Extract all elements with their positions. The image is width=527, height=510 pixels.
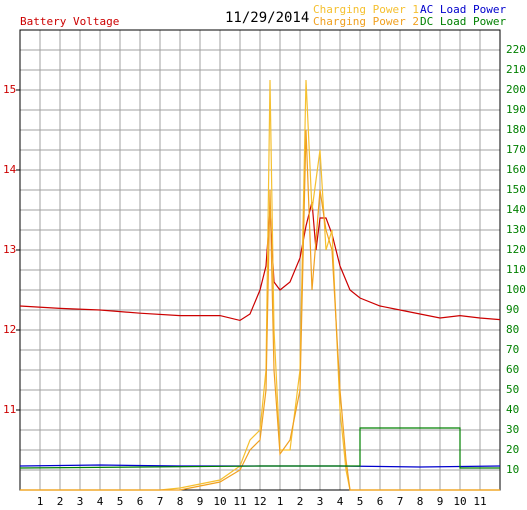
y2-tick-label: 150: [506, 183, 526, 196]
y2-tick-label: 210: [506, 63, 526, 76]
x-tick-label: 4: [337, 495, 344, 508]
x-tick-label: 1: [277, 495, 284, 508]
legend-entry: Charging Power 1: [313, 3, 419, 16]
series-line: [20, 129, 500, 491]
x-tick-label: 5: [357, 495, 364, 508]
y2-tick-label: 30: [506, 423, 519, 436]
x-tick-label: 8: [177, 495, 184, 508]
x-tick-label: 2: [297, 495, 304, 508]
y-axis-label: Battery Voltage: [20, 15, 119, 28]
x-tick-label: 8: [417, 495, 424, 508]
y-tick-label: 15: [3, 83, 16, 96]
x-tick-label: 12: [253, 495, 266, 508]
y2-tick-label: 80: [506, 323, 519, 336]
x-tick-label: 5: [117, 495, 124, 508]
x-tick-label: 9: [437, 495, 444, 508]
y2-tick-label: 180: [506, 123, 526, 136]
y2-tick-label: 100: [506, 283, 526, 296]
x-tick-label: 11: [233, 495, 246, 508]
x-tick-label: 6: [137, 495, 144, 508]
y2-tick-label: 140: [506, 203, 526, 216]
y2-tick-label: 120: [506, 243, 526, 256]
y-tick-label: 13: [3, 243, 16, 256]
y2-tick-label: 130: [506, 223, 526, 236]
y2-tick-label: 10: [506, 463, 519, 476]
x-tick-label: 1: [37, 495, 44, 508]
y2-tick-label: 70: [506, 343, 519, 356]
y2-tick-label: 170: [506, 143, 526, 156]
y2-tick-label: 110: [506, 263, 526, 276]
legend-entry: Charging Power 2: [313, 15, 419, 28]
y2-tick-label: 220: [506, 43, 526, 56]
x-tick-label: 4: [97, 495, 104, 508]
y-tick-label: 11: [3, 403, 16, 416]
x-tick-label: 10: [213, 495, 226, 508]
y2-tick-label: 40: [506, 403, 519, 416]
y2-tick-label: 90: [506, 303, 519, 316]
x-tick-label: 3: [77, 495, 84, 508]
y-tick-label: 12: [3, 323, 16, 336]
x-tick-label: 2: [57, 495, 64, 508]
x-tick-label: 7: [397, 495, 404, 508]
y-tick-label: 14: [3, 163, 17, 176]
y2-tick-label: 20: [506, 443, 519, 456]
y2-tick-label: 50: [506, 383, 519, 396]
series-line: [19, 427, 500, 469]
y2-tick-label: 200: [506, 83, 526, 96]
y2-tick-label: 190: [506, 103, 526, 116]
legend-entry: AC Load Power: [420, 3, 506, 16]
plot-border: [19, 29, 501, 491]
x-tick-label: 9: [197, 495, 204, 508]
x-tick-label: 11: [473, 495, 486, 508]
y2-tick-label: 160: [506, 163, 526, 176]
x-tick-label: 6: [377, 495, 384, 508]
x-tick-label: 10: [453, 495, 466, 508]
legend-entry: DC Load Power: [420, 15, 506, 28]
x-tick-label: 7: [157, 495, 164, 508]
chart-title: 11/29/2014: [225, 10, 309, 26]
series-line: [19, 201, 501, 322]
x-tick-label: 3: [317, 495, 324, 508]
y2-tick-label: 60: [506, 363, 519, 376]
